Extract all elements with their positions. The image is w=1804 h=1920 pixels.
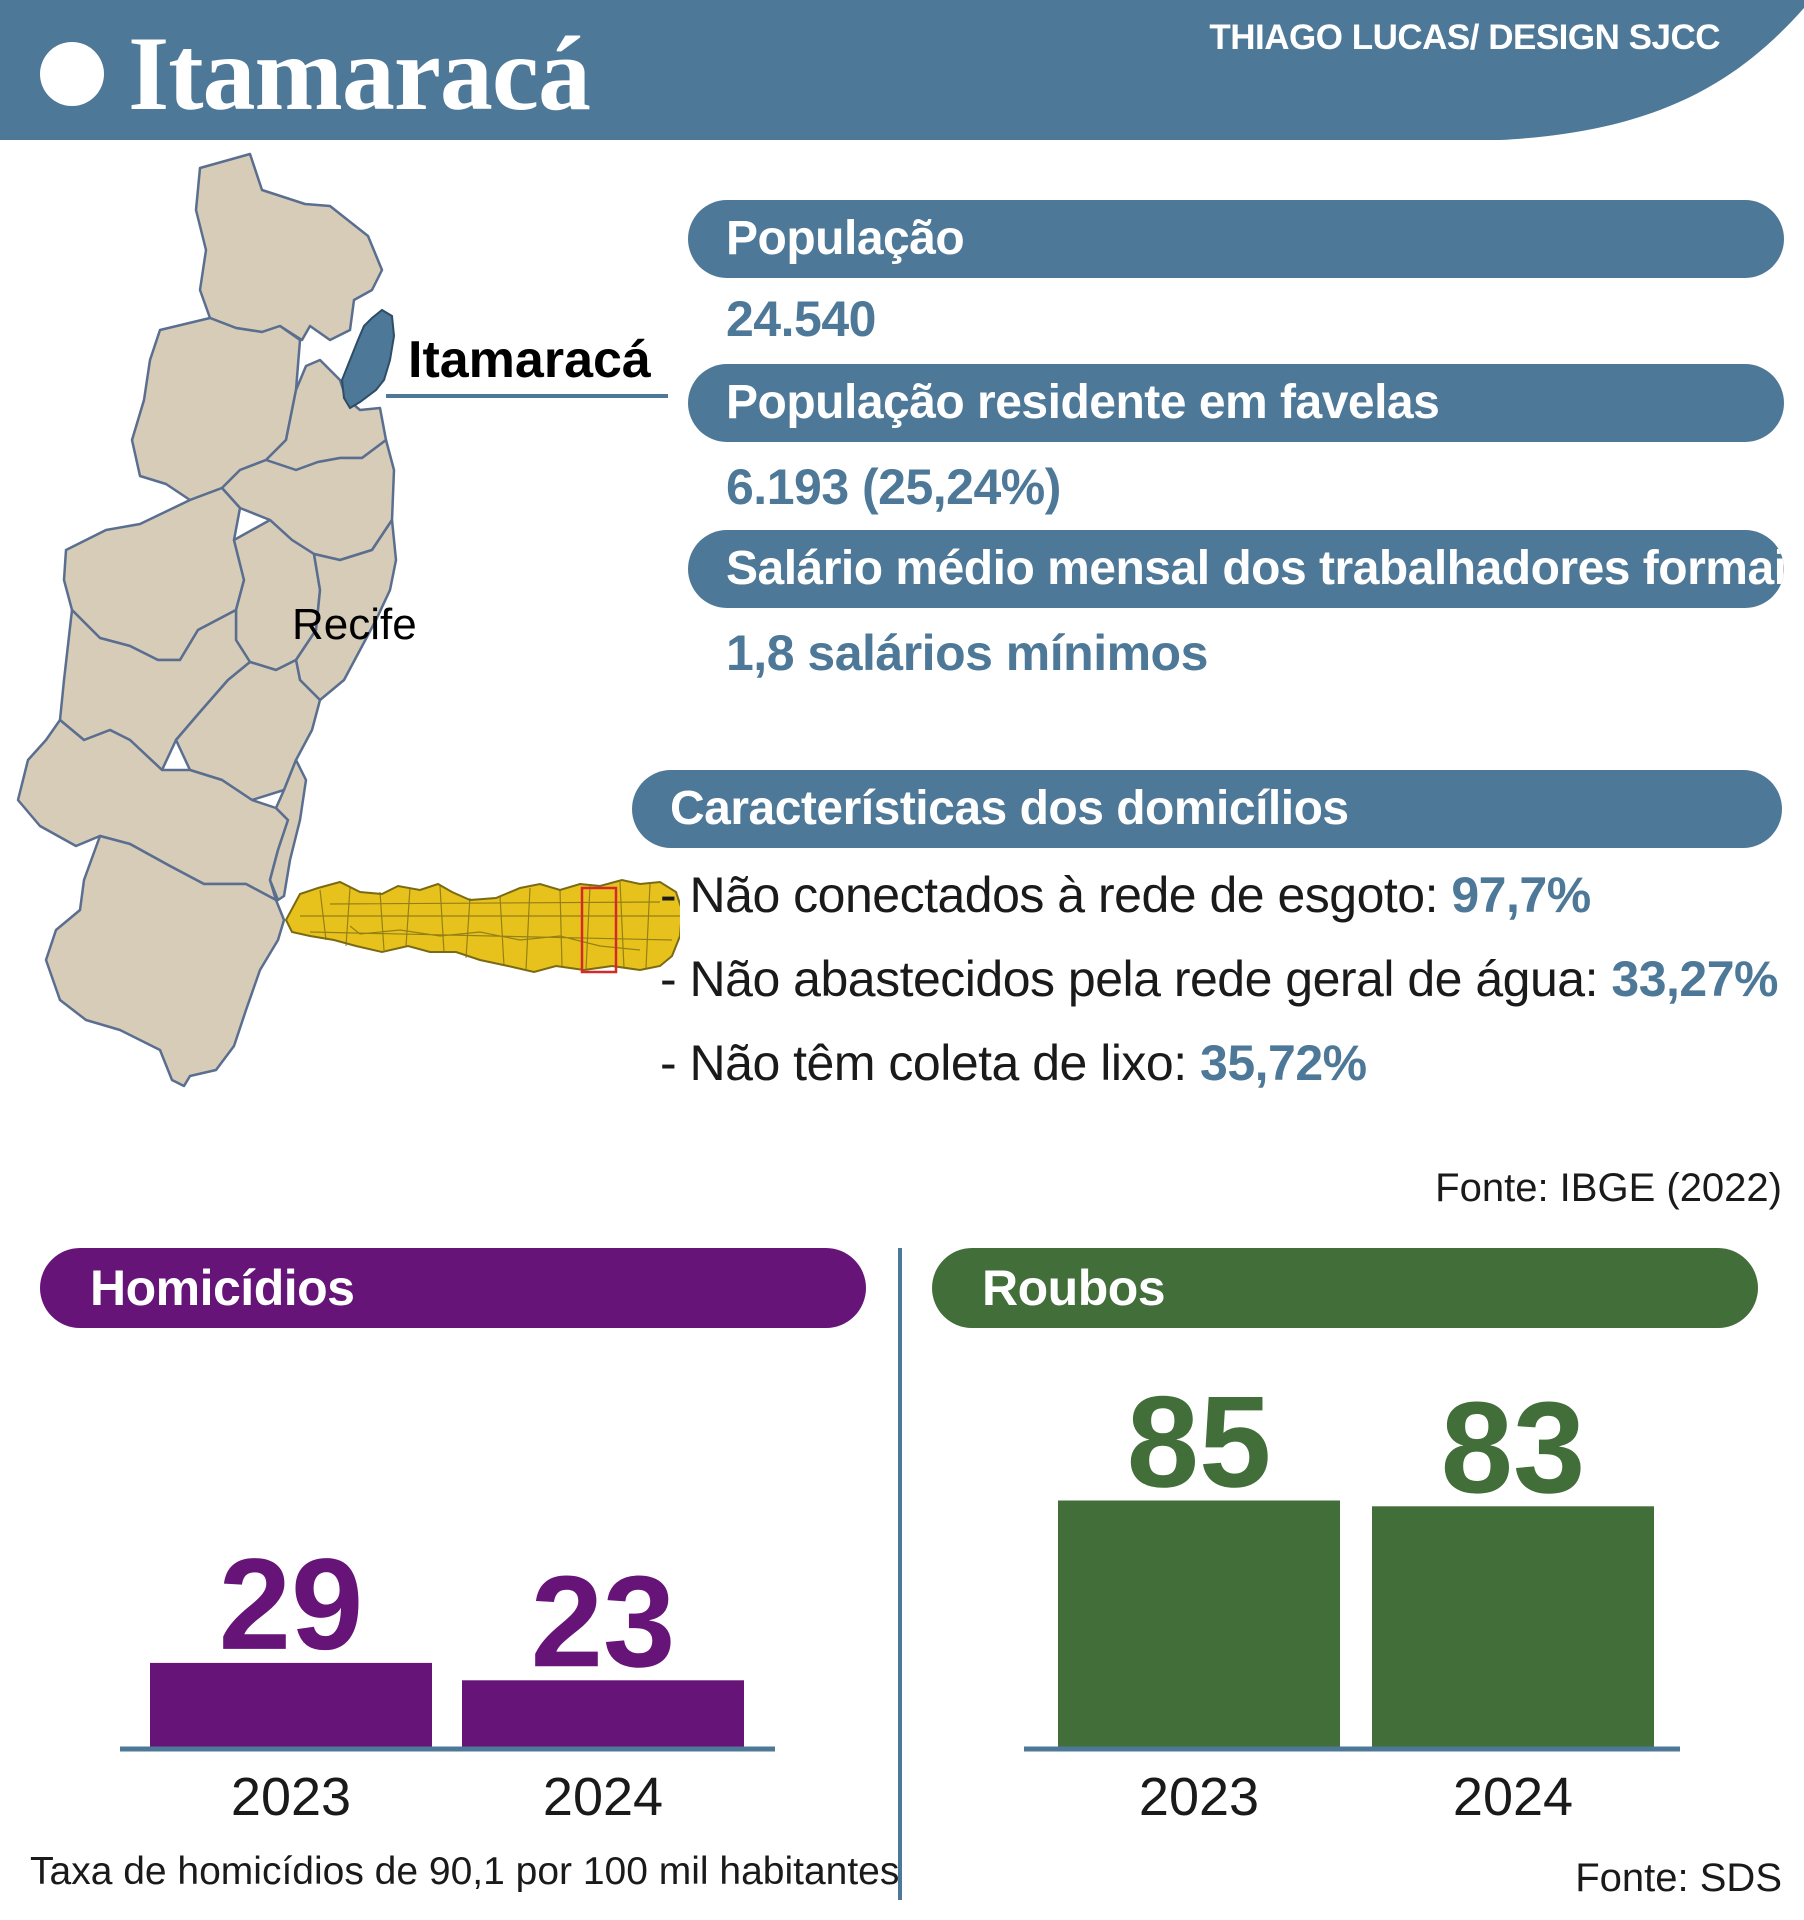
- section-divider: [898, 1248, 902, 1900]
- robberies-category-label: 2024: [1453, 1767, 1573, 1827]
- ibge-source: Fonte: IBGE (2022): [1435, 1166, 1782, 1210]
- stat-favela-value: 6.193 (25,24%): [726, 459, 1061, 515]
- household-item-text: - Não têm coleta de lixo:: [660, 1035, 1201, 1091]
- region-map: [16, 152, 680, 1088]
- robberies-bar-2024: [1372, 1506, 1654, 1747]
- homicide-rate-note: Taxa de homicídios de 90,1 por 100 mil h…: [30, 1850, 900, 1893]
- household-item-water: - Não abastecidos pela rede geral de águ…: [660, 950, 1778, 1008]
- stat-population-label: População: [688, 200, 1784, 278]
- itamaraca-island: [340, 308, 396, 410]
- stat-population-value: 24.540: [726, 291, 876, 347]
- inset-highlight-box: [580, 886, 618, 974]
- title-bullet-icon: [40, 42, 104, 106]
- homicides-value-label: 29: [219, 1531, 364, 1677]
- credit-line: THIAGO LUCAS/ DESIGN SJCC: [1209, 18, 1720, 57]
- household-item-text: - Não abastecidos pela rede geral de águ…: [660, 951, 1612, 1007]
- stat-salary-label: Salário médio mensal dos trabalhadores f…: [688, 530, 1784, 608]
- itamaraca-map-label: Itamaracá: [408, 331, 651, 389]
- recife-map-label: Recife: [292, 600, 417, 649]
- page-title: Itamaracá: [128, 15, 591, 132]
- household-item-text: - Não conectados à rede de esgoto:: [660, 867, 1452, 923]
- robberies-bar-2023: [1058, 1500, 1340, 1747]
- homicides-title: Homicídios: [40, 1248, 866, 1328]
- homicides-bar-2023: [150, 1662, 432, 1747]
- state-inset-map: [284, 878, 680, 974]
- household-item-sewage: - Não conectados à rede de esgoto: 97,7%: [660, 866, 1591, 924]
- metro-region-map: [16, 152, 398, 1088]
- header-band: [0, 0, 1804, 140]
- homicides-category-label: 2024: [543, 1767, 663, 1827]
- homicides-bar-2024: [462, 1680, 744, 1747]
- stat-favela-label: População residente em favelas: [688, 364, 1784, 442]
- robberies-title: Roubos: [932, 1248, 1758, 1328]
- sds-source: Fonte: SDS: [1575, 1856, 1782, 1900]
- homicides-value-label: 23: [531, 1548, 676, 1694]
- robberies-value-label: 83: [1441, 1374, 1586, 1520]
- household-item-value: 97,7%: [1451, 867, 1591, 923]
- household-item-garbage: - Não têm coleta de lixo: 35,72%: [660, 1034, 1367, 1092]
- household-item-value: 33,27%: [1611, 951, 1778, 1007]
- homicides-category-label: 2023: [231, 1767, 351, 1827]
- robberies-category-label: 2023: [1139, 1767, 1259, 1827]
- household-item-value: 35,72%: [1200, 1035, 1367, 1091]
- robberies-value-label: 85: [1127, 1369, 1272, 1515]
- households-title: Características dos domicílios: [632, 770, 1782, 848]
- stat-salary-value: 1,8 salários mínimos: [726, 625, 1208, 681]
